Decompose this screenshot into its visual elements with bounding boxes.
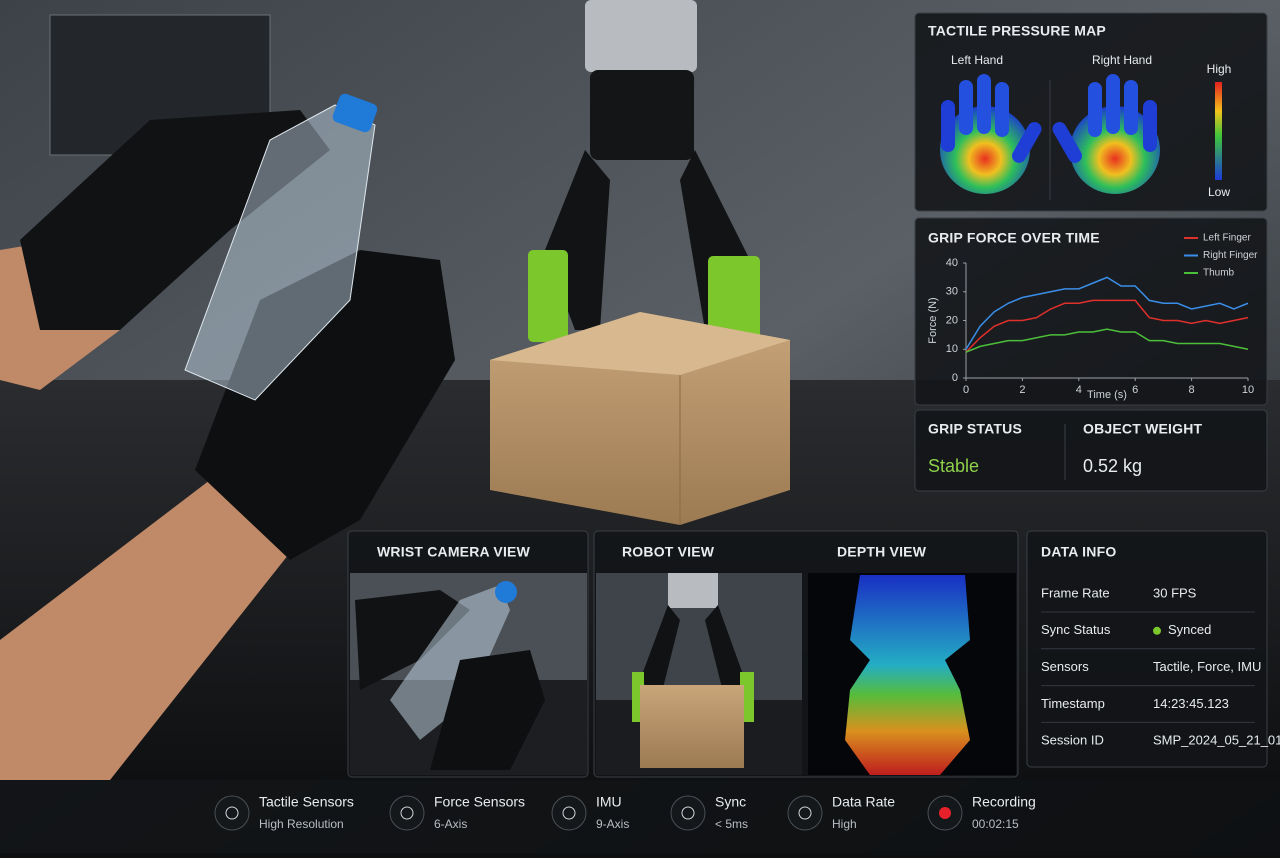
item-detail: 00:02:15 <box>972 817 1019 831</box>
item-detail: High Resolution <box>259 817 344 831</box>
item-title: IMU <box>596 794 622 810</box>
x-tick-label: 10 <box>1242 384 1254 396</box>
info-value: 14:23:45.123 <box>1153 696 1229 711</box>
bottom-bar <box>0 780 1280 853</box>
scale-high: High <box>1207 62 1232 76</box>
view-title: WRIST CAMERA VIEW <box>377 544 531 560</box>
item-title: Recording <box>972 794 1036 810</box>
info-label: Frame Rate <box>1041 585 1110 600</box>
item-title: Tactile Sensors <box>259 794 354 810</box>
y-axis-label: Force (N) <box>927 297 939 343</box>
icon-glyph <box>400 806 414 820</box>
item-detail: 9-Axis <box>596 817 629 831</box>
status-panel <box>914 409 1268 492</box>
weight-value: 0.52 kg <box>1083 456 1142 476</box>
glove-left <box>20 110 330 330</box>
info-label: Sensors <box>1041 659 1089 674</box>
grip-force-panel <box>914 217 1268 406</box>
grip-status-value: Stable <box>928 456 979 476</box>
info-value: Synced <box>1168 622 1211 637</box>
robot-gripper-body <box>590 70 694 160</box>
item-detail: High <box>832 817 857 831</box>
status-dot <box>1153 626 1161 635</box>
bottle-cap <box>332 93 378 133</box>
item-icon <box>670 795 706 831</box>
legend-label: Thumb <box>1203 268 1235 279</box>
y-tick-label: 20 <box>946 314 958 326</box>
x-tick-label: 4 <box>1076 384 1082 396</box>
panel-title: DATA INFO <box>1041 544 1116 560</box>
y-tick-label: 40 <box>946 257 958 269</box>
left-hand-heatmap <box>940 74 1042 194</box>
data-info-rows: Frame Rate 30 FPS Sync Status Synced Sensors… <box>1041 585 1280 748</box>
y-tick-label: 10 <box>946 343 958 355</box>
legend-label: Left Finger <box>1203 233 1251 244</box>
y-tick-label: 30 <box>946 286 958 298</box>
info-label: Session ID <box>1041 733 1104 748</box>
icon-glyph <box>681 806 695 820</box>
view-title: DEPTH VIEW <box>837 544 927 560</box>
item-title: Sync <box>715 794 746 810</box>
robot-camera-image <box>596 573 802 775</box>
x-tick-label: 0 <box>963 384 969 396</box>
item-detail: < 5ms <box>715 817 748 831</box>
series-line <box>965 328 1249 353</box>
x-axis-label: Time (s) <box>1087 389 1127 401</box>
robot-flange <box>585 0 697 72</box>
item-detail: 6-Axis <box>434 817 467 831</box>
chart-title: GRIP FORCE OVER TIME <box>928 230 1100 246</box>
item-icon <box>389 795 425 831</box>
info-value: Tactile, Force, IMU <box>1153 659 1261 674</box>
chart: 0 10 20 30 40 0 2 4 6 8 10 Time (s) Force (N) Left Fi… <box>927 233 1258 401</box>
right-hand-heatmap <box>1052 74 1160 194</box>
glove-right <box>195 250 455 560</box>
depth-image <box>808 573 1016 775</box>
box-top <box>490 312 790 375</box>
series-line <box>965 299 1249 353</box>
item-icon <box>214 795 250 831</box>
series-line <box>965 276 1249 350</box>
icon-glyph <box>562 806 576 820</box>
gripper-pad-left <box>528 250 568 342</box>
icon-glyph <box>798 806 812 820</box>
info-label: Timestamp <box>1041 696 1105 711</box>
hand-label: Right Hand <box>1092 53 1152 67</box>
info-label: Sync Status <box>1041 622 1111 637</box>
status-title: OBJECT WEIGHT <box>1083 421 1203 437</box>
human-right-arm <box>0 480 300 780</box>
color-scale <box>1215 82 1222 180</box>
info-value: 30 FPS <box>1153 585 1197 600</box>
icon-glyph <box>225 806 239 820</box>
item-icon <box>551 795 587 831</box>
scale-low: Low <box>1208 185 1230 199</box>
legend-label: Right Finger <box>1203 250 1258 261</box>
view-title: ROBOT VIEW <box>622 544 715 560</box>
info-value: SMP_2024_05_21_01 <box>1153 733 1280 748</box>
item-title: Data Rate <box>832 794 895 810</box>
x-tick-label: 2 <box>1019 384 1025 396</box>
x-tick-label: 6 <box>1132 384 1138 396</box>
item-title: Force Sensors <box>434 794 525 810</box>
hand-label: Left Hand <box>951 53 1003 67</box>
status-title: GRIP STATUS <box>928 421 1022 437</box>
water-bottle <box>184 104 376 401</box>
bottom-items: Tactile Sensors High Resolution Force Sens… <box>214 794 1036 831</box>
wrist-camera-image <box>350 573 587 775</box>
x-tick-label: 8 <box>1189 384 1195 396</box>
y-tick-label: 0 <box>952 372 958 384</box>
panel-title: TACTILE PRESSURE MAP <box>928 23 1106 39</box>
record-dot <box>939 807 951 819</box>
item-icon <box>787 795 823 831</box>
